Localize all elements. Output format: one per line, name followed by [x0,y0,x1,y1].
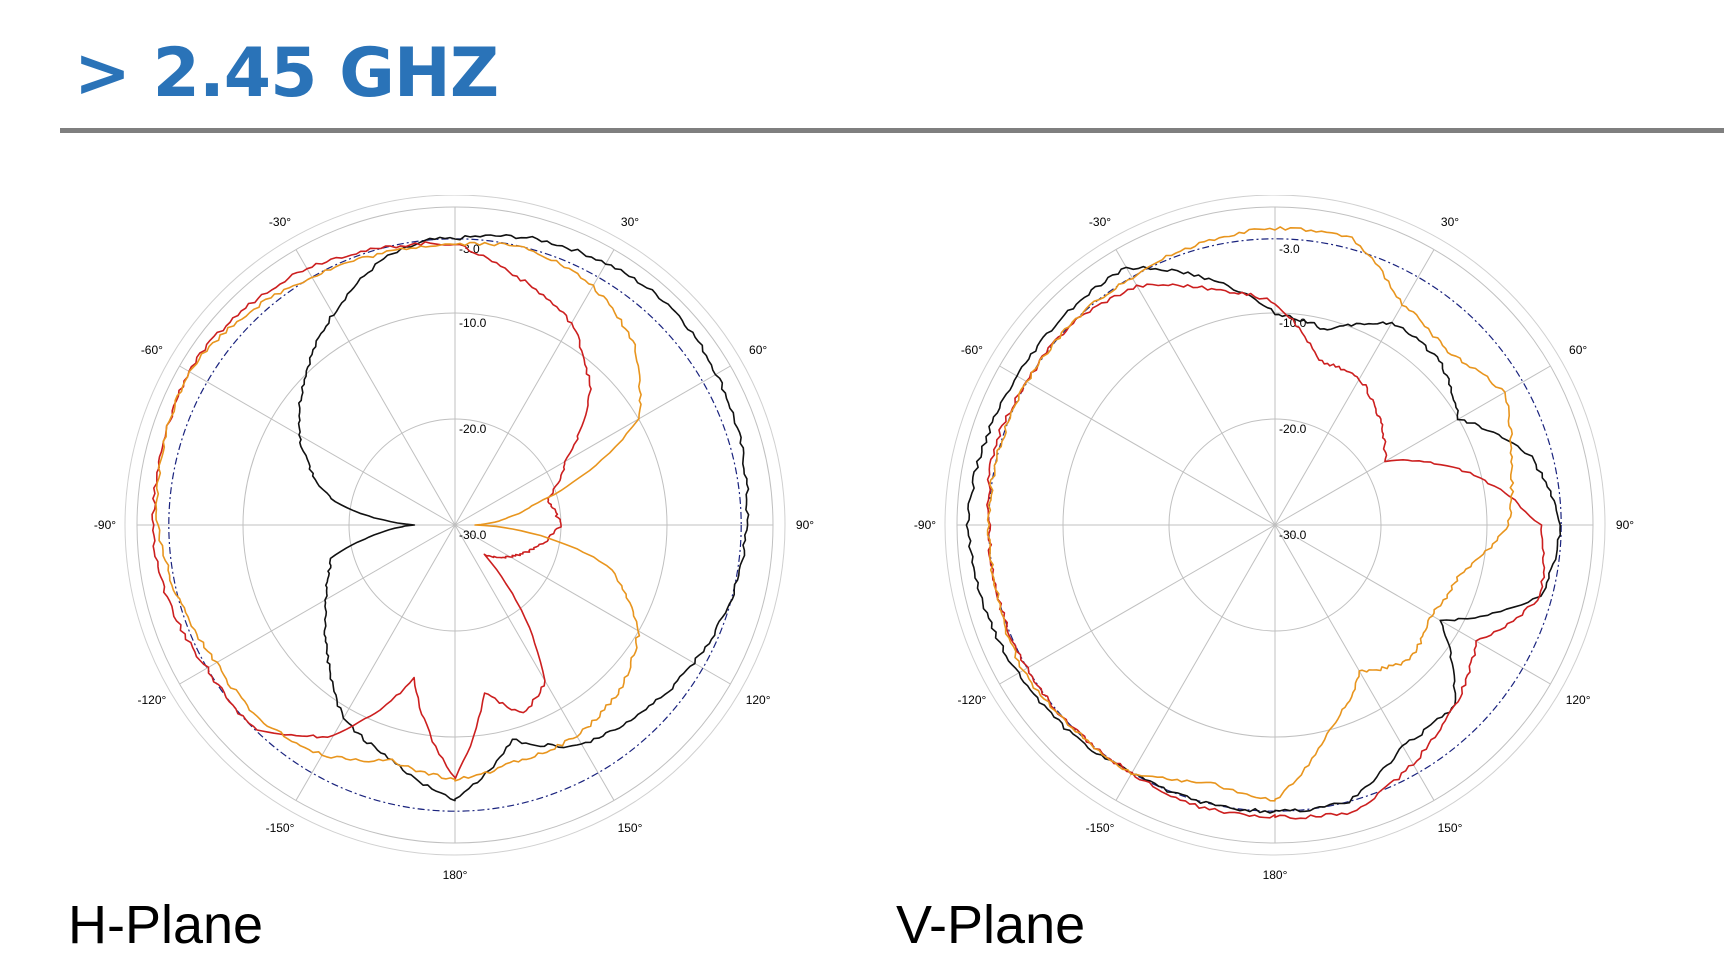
v-angle-tick-label: 90° [1616,518,1634,532]
h-spoke [179,524,456,685]
v-angle-tick-label: 180° [1263,868,1288,882]
h-trace-black [297,234,750,802]
h-angle-tick-label: -90° [94,518,116,532]
v-angle-tick-label: -60° [961,343,983,357]
v-trace-red [986,283,1546,820]
v-spoke [1115,249,1276,526]
v-angle-tick-label: 150° [1438,821,1463,835]
h-angle-tick-label: 30° [621,215,639,229]
slide-title: > 2.45 GHZ [74,34,499,113]
v-trace-black [965,265,1562,814]
h-angle-tick-label: -60° [141,343,163,357]
v-radial-tick-label: -20.0 [1279,422,1307,436]
h-angle-tick-label: 90° [796,518,814,532]
h-spoke [454,524,731,685]
v-angle-tick-label: -90° [914,518,936,532]
title-divider [60,128,1724,133]
v-radial-tick-label: -10.0 [1279,316,1307,330]
v-angle-tick-label: -120° [957,693,986,707]
h-trace-orange [155,241,642,782]
h-spoke [454,524,615,801]
h-spoke [295,249,456,526]
h-spoke [454,249,615,526]
v-angle-tick-label: 60° [1569,343,1587,357]
v-outer-ring [944,195,1606,856]
h-angle-tick-label: 150° [618,821,643,835]
v-trace-orange [986,226,1515,802]
v-spoke [1274,249,1435,526]
h-spoke [295,524,456,801]
v-angle-tick-label: -150° [1086,821,1115,835]
v-spoke [1115,524,1276,801]
v-spoke [1274,365,1551,526]
h-plane-polar-svg: 0°30°60°90°120°150°180°-150°-120°-90°-60… [94,195,814,882]
h-angle-tick-label: -120° [137,693,166,707]
h-spoke [179,365,456,526]
v-spoke [999,365,1276,526]
v-angle-tick-label: -30° [1089,215,1111,229]
v-spoke [1274,524,1435,801]
h-angle-tick-label: -30° [269,215,291,229]
h-plane-label: H-Plane [68,895,264,955]
h-angle-tick-label: -150° [266,821,295,835]
v-radial-tick-label: -30.0 [1279,528,1307,542]
v-radial-tick-label: -3.0 [1279,242,1300,256]
v-spoke [999,524,1276,685]
h-outer-ring [124,195,786,856]
v-plane-polar-svg: 0°30°60°90°120°150°180°-150°-120°-90°-60… [914,195,1634,882]
h-plane-polar-chart: 0°30°60°90°120°150°180°-150°-120°-90°-60… [70,195,830,965]
h-spoke [454,365,731,526]
v-plane-label: V-Plane [896,895,1086,955]
v-angle-tick-label: 30° [1441,215,1459,229]
v-reference-circle [988,238,1562,812]
h-radial-tick-label: -30.0 [459,528,487,542]
h-reference-circle [168,238,742,812]
h-angle-tick-label: 120° [746,693,771,707]
h-radial-tick-label: -10.0 [459,316,487,330]
v-plane-polar-chart: 0°30°60°90°120°150°180°-150°-120°-90°-60… [890,195,1650,965]
h-radial-tick-label: -20.0 [459,422,487,436]
h-angle-tick-label: 60° [749,343,767,357]
h-angle-tick-label: 180° [443,868,468,882]
v-angle-tick-label: 120° [1566,693,1591,707]
v-spoke [1274,524,1551,685]
